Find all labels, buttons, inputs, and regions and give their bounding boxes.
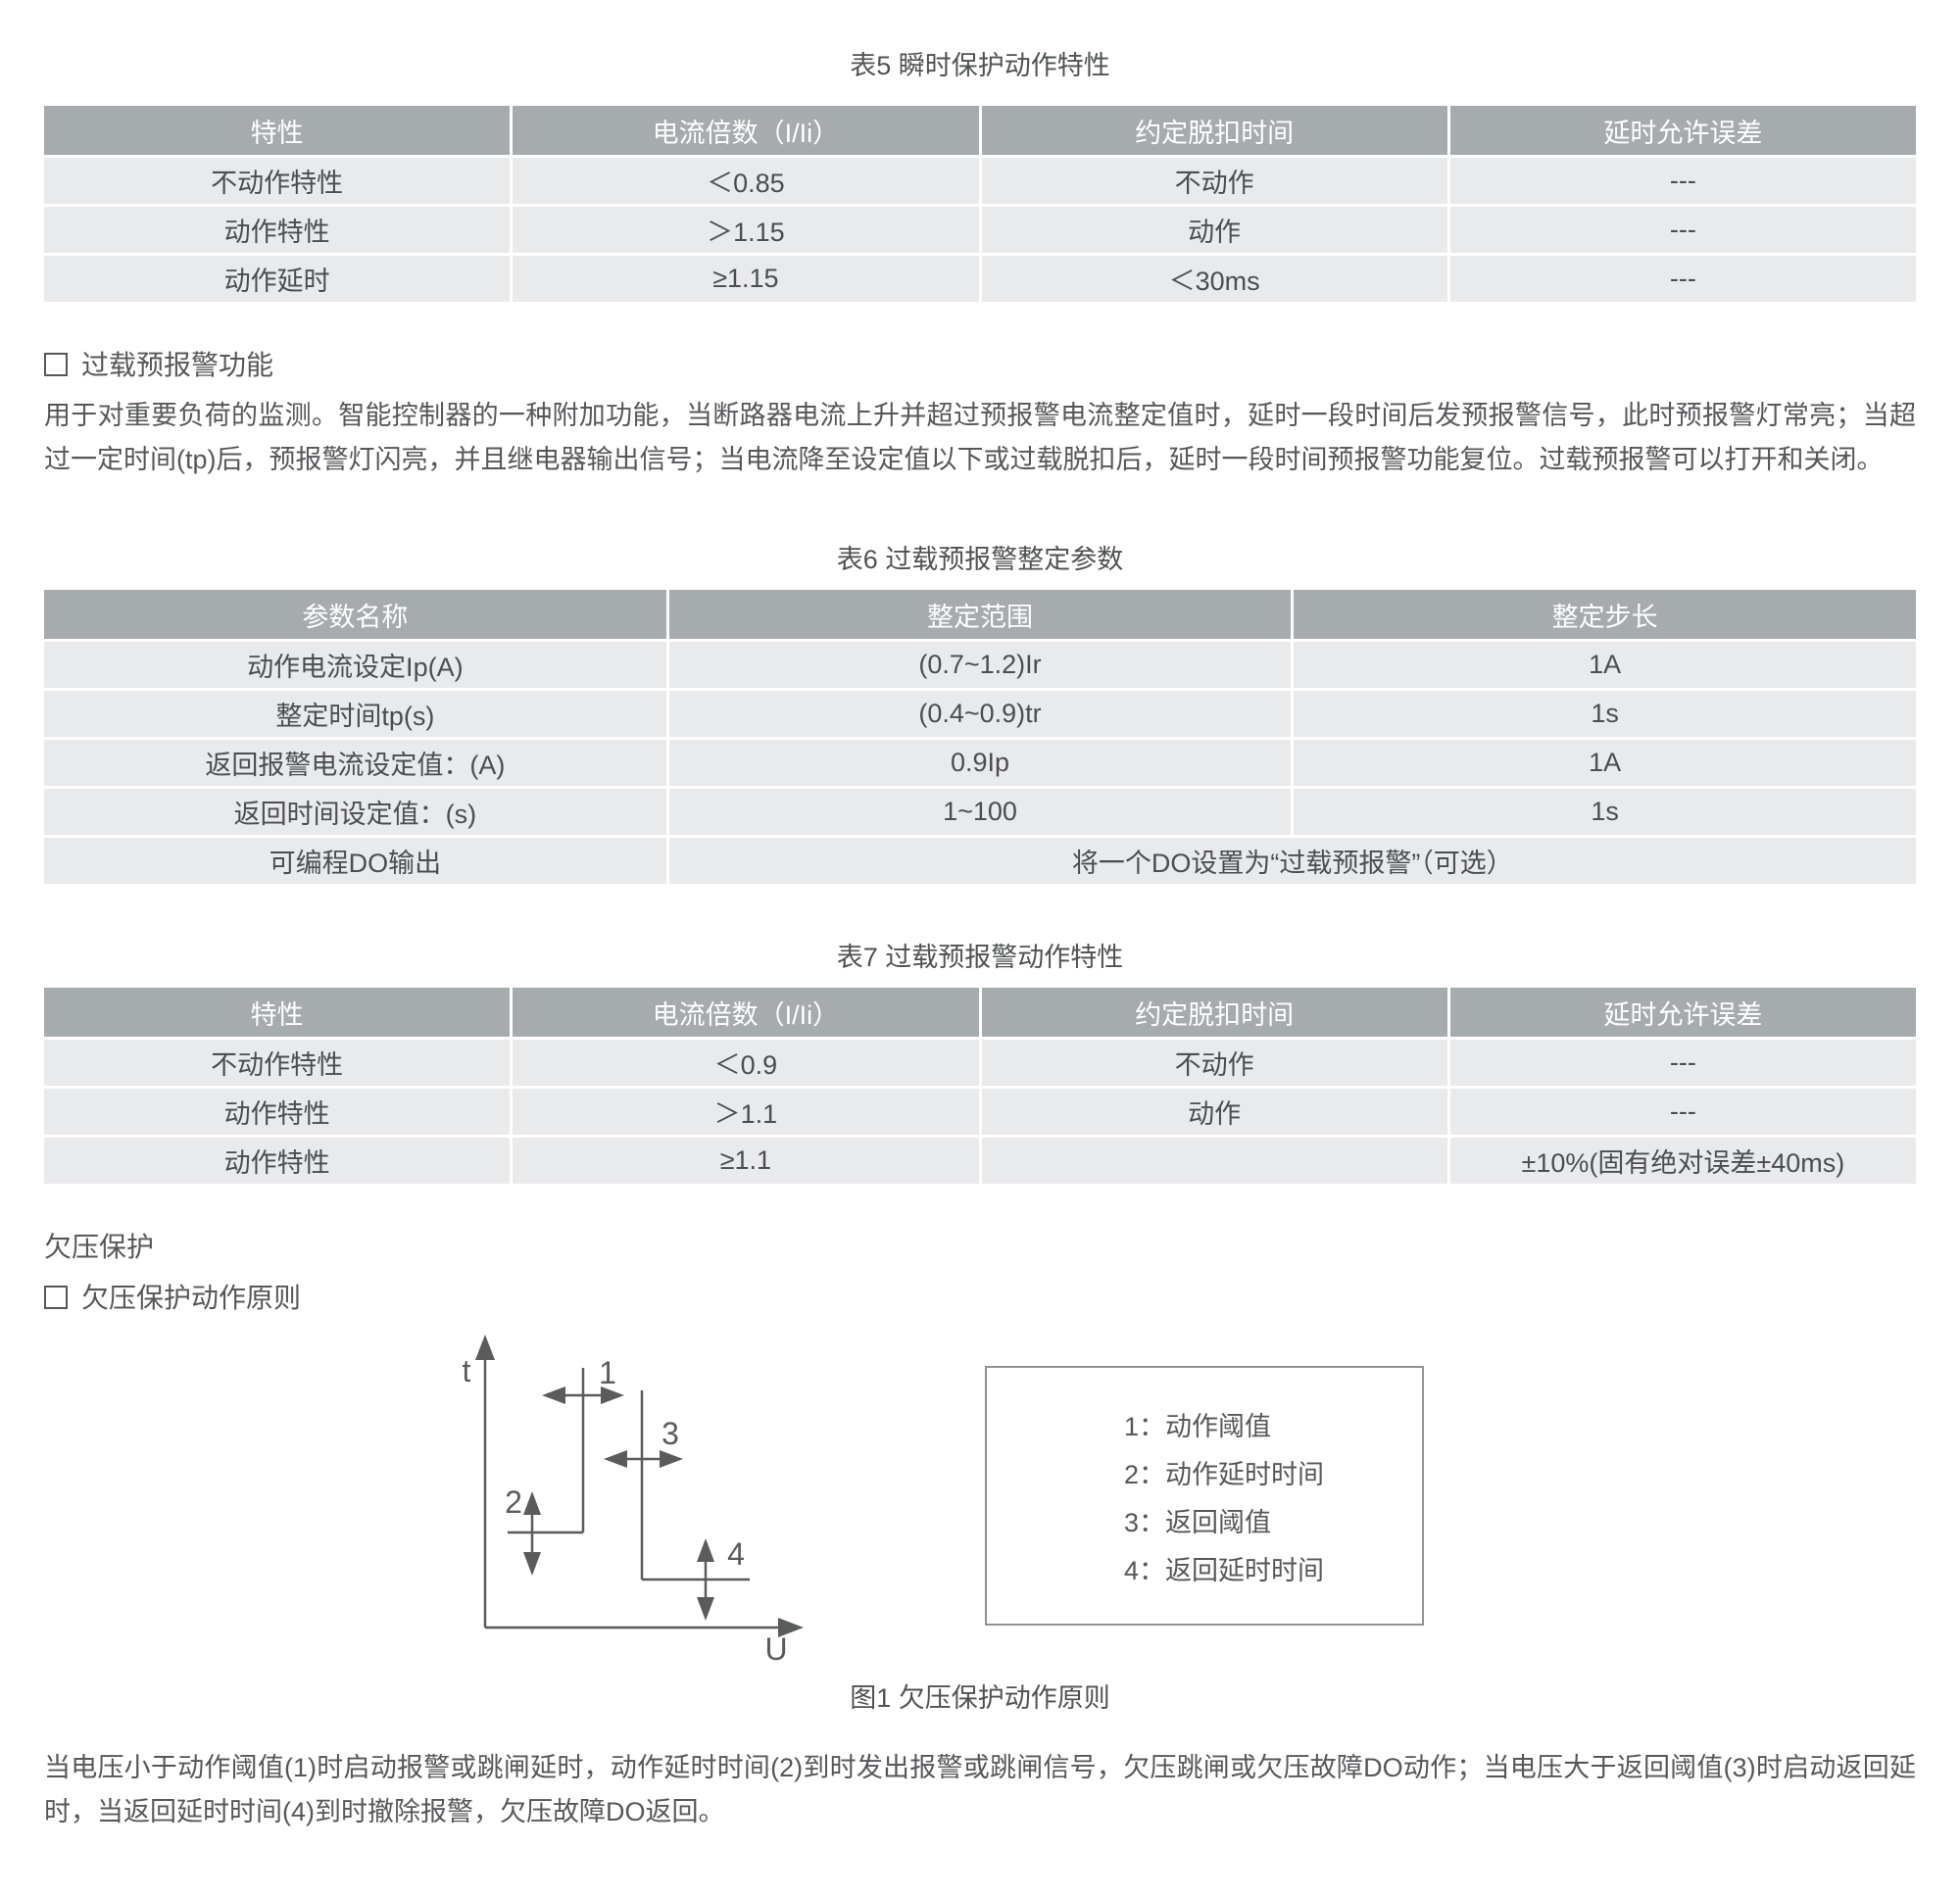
marker4-label: 4 [727, 1536, 745, 1572]
table6-cell: 可编程DO输出 [44, 838, 666, 884]
table5-cell: 动作特性 [44, 207, 511, 253]
table7-cell: 动作特性 [44, 1138, 511, 1184]
legend-item: 2：动作延时时间 [1124, 1460, 1325, 1489]
table5: 特性 电流倍数（I/Ii） 约定脱扣时间 延时允许误差 不动作特性 ＜0.85 … [44, 106, 1916, 302]
t-axis-arrowhead-icon [475, 1335, 495, 1360]
table5-cell: ＜0.85 [513, 158, 979, 204]
undervoltage-diagram: t U 1 2 3 4 [463, 1335, 804, 1667]
table5-header-cell: 特性 [44, 106, 511, 155]
arrow1-left-head-icon [542, 1386, 565, 1404]
table7-cell: 不动作特性 [44, 1040, 511, 1086]
undervoltage-heading: 欠压保护 [44, 1232, 155, 1262]
table5-cell: 不动作 [981, 158, 1447, 204]
table7-header-cell: 特性 [44, 988, 511, 1037]
marker3-label: 3 [662, 1416, 679, 1451]
table6-cell: 返回时间设定值：(s) [44, 789, 666, 835]
t-axis-label: t [463, 1353, 471, 1388]
marker2-label: 2 [505, 1484, 522, 1520]
table5-cell: --- [1449, 158, 1916, 204]
table6-cell: (0.4~0.9)tr [668, 691, 1292, 737]
table6-cell: 动作电流设定Ip(A) [44, 642, 666, 688]
closing-paragraph: 当电压小于动作阈值(1)时启动报警或跳闸延时，动作延时时间(2)到时发出报警或跳… [44, 1753, 1916, 1826]
legend-item: 1：动作阈值 [1124, 1412, 1272, 1441]
table7-header-cell: 延时允许误差 [1449, 988, 1916, 1037]
legend-item: 3：返回阈值 [1124, 1508, 1272, 1537]
table7-header-cell: 电流倍数（I/Ii） [513, 988, 979, 1037]
table7-header-cell: 约定脱扣时间 [981, 988, 1447, 1037]
table6-cell: 1A [1294, 740, 1916, 786]
table5-header-cell: 电流倍数（I/Ii） [513, 106, 979, 155]
table7-cell: 不动作 [981, 1040, 1447, 1086]
table6-header-cell: 整定步长 [1294, 590, 1916, 639]
table6-header-cell: 整定范围 [668, 590, 1292, 639]
table6-cell: (0.7~1.2)Ir [668, 642, 1292, 688]
document-page: 表5 瞬时保护动作特性 特性 电流倍数（I/Ii） 约定脱扣时间 延时允许误差 … [0, 51, 1960, 1834]
table7-cell: ＜0.9 [513, 1040, 979, 1086]
table7-cell: --- [1449, 1089, 1916, 1135]
table6-cell: 整定时间tp(s) [44, 691, 666, 737]
undervoltage-subheading: 欠压保护动作原则 [44, 1282, 1916, 1315]
table7-cell-empty [981, 1138, 1447, 1184]
table7-cell: --- [1449, 1040, 1916, 1086]
arrow2-up-head-icon [523, 1491, 541, 1515]
table6-cell: 1~100 [668, 789, 1292, 835]
table6: 参数名称 整定范围 整定步长 动作电流设定Ip(A) (0.7~1.2)Ir 1… [44, 590, 1916, 884]
table6-cell: 1A [1294, 642, 1916, 688]
marker1-label: 1 [599, 1355, 616, 1390]
table7-cell: ≥1.1 [513, 1138, 979, 1184]
table5-cell: 动作延时 [44, 256, 511, 302]
table7-cell: 动作特性 [44, 1089, 511, 1135]
table5-header-cell: 约定脱扣时间 [981, 106, 1447, 155]
table6-header-cell: 参数名称 [44, 590, 666, 639]
u-axis-arrowhead-icon [778, 1618, 804, 1637]
table7-cell: ±10%(固有绝对误差±40ms) [1449, 1138, 1916, 1184]
arrow1-right-head-icon [601, 1386, 624, 1404]
table6-cell: 返回报警电流设定值：(A) [44, 740, 666, 786]
legend-item: 4：返回延时时间 [1124, 1556, 1325, 1585]
arrow2-down-head-icon [523, 1552, 541, 1576]
table6-cell: 1s [1294, 789, 1916, 835]
table7-cell: 动作 [981, 1089, 1447, 1135]
overload-paragraph: 用于对重要负荷的监测。智能控制器的一种附加功能，当断路器电流上升并超过预报警电流… [44, 401, 1916, 474]
table6-cell-span: 将一个DO设置为“过载预报警”（可选） [668, 838, 1916, 884]
table5-cell: 动作 [981, 207, 1447, 253]
overload-heading-text: 过载预报警功能 [81, 350, 274, 380]
figure-caption: 图1 欠压保护动作原则 [850, 1683, 1110, 1713]
arrow3-left-head-icon [604, 1450, 627, 1468]
arrow4-down-head-icon [697, 1597, 714, 1621]
table5-cell: --- [1449, 207, 1916, 253]
table7: 特性 电流倍数（I/Ii） 约定脱扣时间 延时允许误差 不动作特性 ＜0.9 不… [44, 988, 1916, 1184]
table7-cell: ＞1.1 [513, 1089, 979, 1135]
table5-cell: ＜30ms [981, 256, 1447, 302]
table6-cell: 1s [1294, 691, 1916, 737]
table5-header-cell: 延时允许误差 [1449, 106, 1916, 155]
checkbox-icon [44, 1286, 68, 1309]
checkbox-icon [44, 353, 68, 376]
undervoltage-subheading-text: 欠压保护动作原则 [81, 1283, 302, 1313]
table5-cell: ＞1.15 [513, 207, 979, 253]
table5-cell: 不动作特性 [44, 158, 511, 204]
u-axis-label: U [764, 1631, 787, 1667]
table5-cell: --- [1449, 256, 1916, 302]
table6-title: 表6 过载预报警整定参数 [836, 545, 1124, 574]
arrow4-up-head-icon [697, 1538, 714, 1562]
table5-cell: ≥1.15 [513, 256, 979, 302]
table6-cell: 0.9Ip [668, 740, 1292, 786]
table7-title: 表7 过载预报警动作特性 [836, 943, 1124, 972]
undervoltage-figure: t U 1 2 3 4 1：动作阈值 2：动作延时时间 3：返回阈值 4：返回延… [44, 1327, 1916, 1670]
overload-section-heading: 过载预报警功能 [44, 349, 1916, 382]
arrow3-right-head-icon [660, 1450, 683, 1468]
table5-title: 表5 瞬时保护动作特性 [850, 51, 1110, 80]
figure-legend-box: 1：动作阈值 2：动作延时时间 3：返回阈值 4：返回延时时间 [985, 1366, 1424, 1626]
